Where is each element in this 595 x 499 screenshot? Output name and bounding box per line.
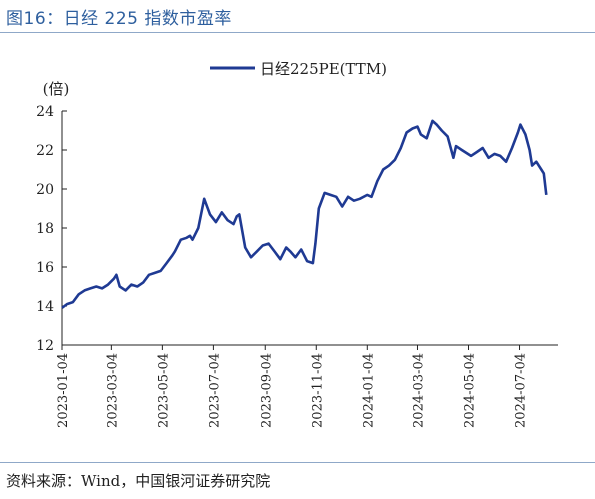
title-divider [0,32,595,33]
x-tick-label: 2024-03-04 [411,353,426,428]
x-tick-label: 2023-09-04 [259,353,274,428]
source-divider [0,462,595,463]
chart-axes [61,111,558,346]
x-tick-label: 2023-11-04 [310,353,325,428]
y-axis-ticks: 12 14 16 18 20 22 24 [36,104,67,354]
y-tick-label: 18 [36,221,54,237]
x-tick-label: 2024-01-04 [361,353,376,428]
pe-line-chart: 日经225PE(TTM) (倍) 12 14 16 18 20 22 24 2023-01-… [36,60,558,428]
y-tick-label: 20 [36,182,54,198]
figure-title: 图16：日经 225 指数市盈率 [6,9,232,29]
y-axis-unit: (倍) [43,80,70,98]
source-note: 资料来源：Wind，中国银河证券研究院 [6,472,271,490]
legend-label: 日经225PE(TTM) [260,60,387,78]
x-tick-label: 2023-05-04 [156,353,171,428]
y-tick-label: 14 [36,299,54,315]
chart-legend: 日经225PE(TTM) [210,60,387,78]
y-tick-label: 22 [36,143,54,159]
series-line-nikkei225-pe [61,119,548,309]
x-tick-label: 2024-05-04 [463,353,478,428]
x-axis-ticks: 2023-01-04 2023-03-04 2023-05-04 2023-07-04… [56,345,529,428]
y-tick-label: 24 [36,104,54,120]
x-tick-label: 2024-07-04 [514,353,529,428]
x-tick-label: 2023-01-04 [56,353,71,428]
x-tick-label: 2023-03-04 [105,353,120,428]
y-tick-label: 12 [36,338,54,354]
x-tick-label: 2023-07-04 [207,353,222,428]
y-tick-label: 16 [36,260,54,276]
